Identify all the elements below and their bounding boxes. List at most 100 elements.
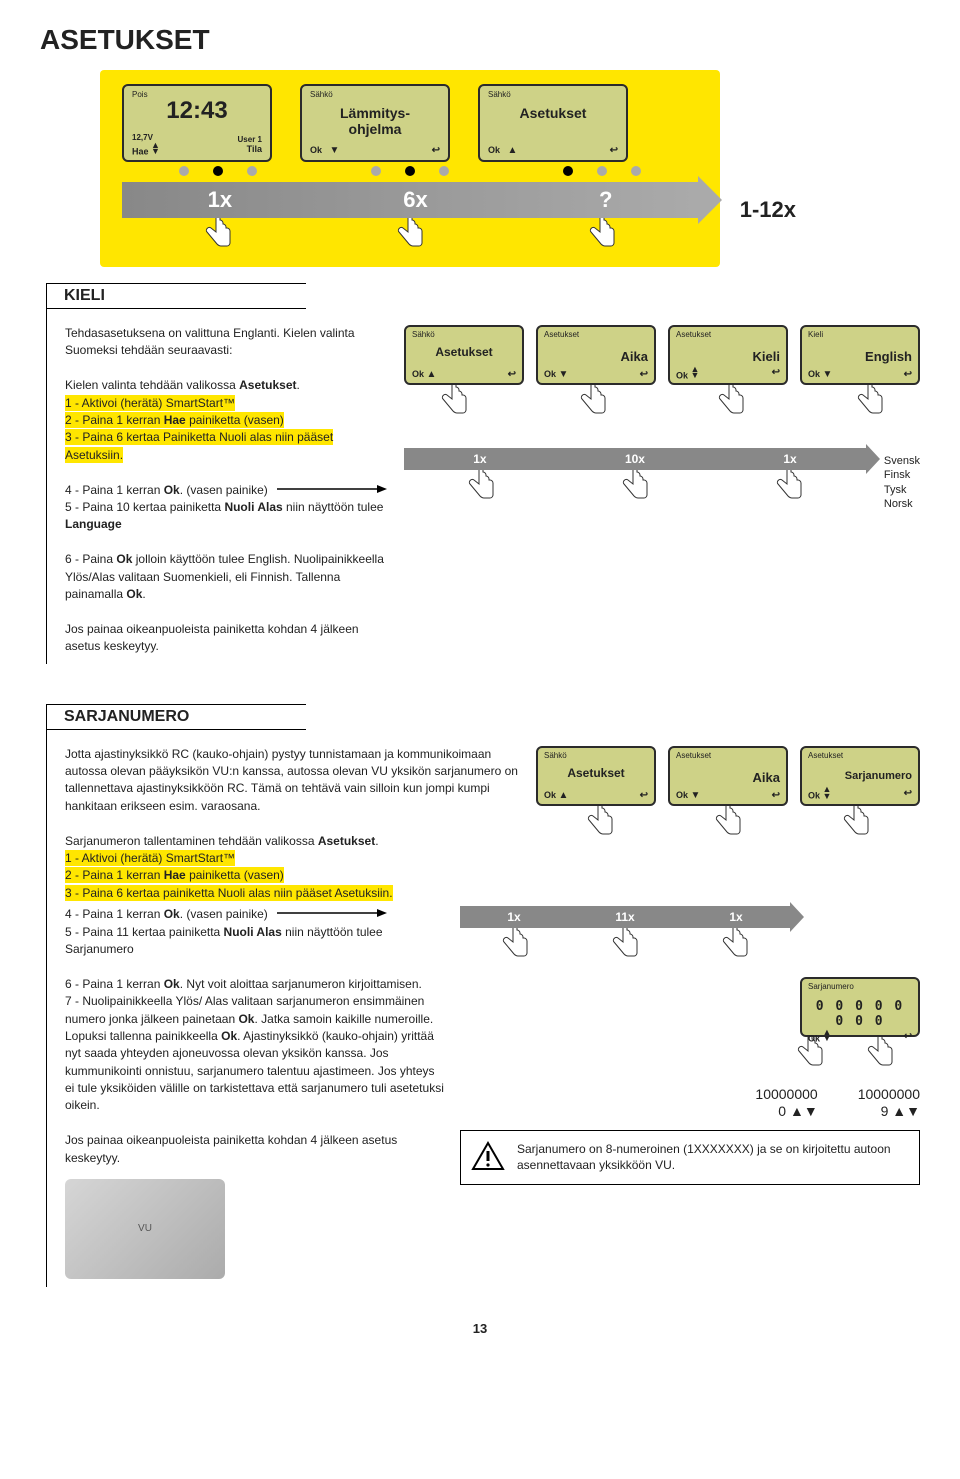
updown-icon: ▲▼ (151, 142, 160, 155)
updown-icon: ▲▼ (823, 1029, 832, 1042)
back-icon: ↩ (904, 369, 912, 380)
section-heading-sarja: SARJANUMERO (46, 704, 306, 730)
lcd-serial-input: Sarjanumero 0 0 0 0 0 0 0 0 Ok ▲▼↩ (800, 977, 920, 1037)
arrow-right-icon (277, 482, 387, 499)
step-count: ? (599, 187, 612, 213)
hand-icon (495, 924, 535, 967)
sarja-step-6: 6 - Paina 1 kerran Ok. Nyt voit aloittaa… (65, 976, 446, 993)
lcd-tila: Tila (247, 144, 262, 154)
button-dot (247, 166, 257, 176)
lcd-center-text: Asetukset (488, 105, 618, 121)
kieli-intro: Tehdasasetuksena on valittuna Englanti. … (65, 325, 390, 360)
lcd-hae: Hae (132, 146, 149, 156)
kieli-cancel-note: Jos painaa oikeanpuoleista painiketta ko… (65, 621, 390, 656)
tail-count: 1-12x (740, 197, 796, 223)
lcd-small-3: Asetukset Kieli Ok ▲▼↩ (668, 325, 788, 385)
serial-example-a: 10000000 0 ▲▼ (755, 1086, 817, 1120)
warning-icon (471, 1141, 505, 1174)
sarja-step-3: 3 - Paina 6 kertaa painiketta Nuoli alas… (65, 885, 393, 901)
sarja-step-1: 1 - Aktivoi (herätä) SmartStart™ (65, 850, 235, 866)
kieli-section: KIELI Tehdasasetuksena on valittuna Engl… (46, 283, 920, 664)
lcd-small: Asetukset Aika Ok ▼↩ (668, 746, 788, 806)
hand-icon (582, 214, 622, 257)
kieli-step-3: 3 - Paina 6 kertaa Painiketta Nuoli alas… (65, 429, 333, 462)
kieli-text-col: Tehdasasetuksena on valittuna Englanti. … (65, 325, 390, 656)
lcd-top-label: Sähkö (310, 90, 440, 99)
hand-icon (434, 381, 474, 424)
page-title: ASETUKSET (40, 24, 920, 56)
sarja-right-col-2: 1x 11x 1x Sarjanumero 0 0 0 0 0 0 0 0 Ok… (460, 906, 920, 1279)
down-icon: ▼ (823, 369, 833, 380)
sarja-step-2: 2 - Paina 1 kerran Hae painiketta (vasen… (65, 867, 284, 883)
lcd-center-text: Lämmitys- ohjelma (310, 105, 440, 137)
sarja-cancel-note: Jos painaa oikeanpuoleista painiketta ko… (65, 1132, 446, 1167)
lcd-small: Sähkö Asetukset Ok ▲↩ (536, 746, 656, 806)
kieli-menu-line: Kielen valinta tehdään valikossa Asetuks… (65, 377, 390, 394)
warning-box: Sarjanumero on 8-numeroinen (1XXXXXXX) j… (460, 1130, 920, 1186)
up-icon: ▲ (508, 145, 518, 156)
warning-text: Sarjanumero on 8-numeroinen (1XXXXXXX) j… (517, 1141, 909, 1175)
updown-icon: ▲▼ (823, 786, 832, 799)
step-count: 1x (507, 910, 520, 924)
top-yellow-panel: Pois 12:43 12,7VHae ▲▼ User 1Tila Sähkö … (100, 70, 720, 267)
down-icon: ▼ (559, 369, 569, 380)
button-dot (179, 166, 189, 176)
lcd-display-3: Sähkö Asetukset Ok ▲↩ (478, 84, 628, 162)
page-number: 13 (40, 1321, 920, 1336)
hand-icon (615, 466, 655, 509)
lcd-display-1: Pois 12:43 12,7VHae ▲▼ User 1Tila (122, 84, 272, 162)
steps-arrow-bar: 1x 11x 1x (460, 906, 790, 928)
back-icon: ↩ (508, 369, 516, 380)
hand-icon (769, 466, 809, 509)
back-icon: ↩ (640, 790, 648, 801)
button-dot (631, 166, 641, 176)
hand-icon (715, 924, 755, 967)
lcd-small-2: Asetukset Aika Ok ▼↩ (536, 325, 656, 385)
section-heading-kieli: KIELI (46, 283, 306, 309)
sarjanumero-section: SARJANUMERO Jotta ajastinyksikkö RC (kau… (46, 704, 920, 1288)
hand-icon (850, 381, 890, 424)
sarja-step-4: 4 - Paina 1 kerran Ok. (vasen painike) (65, 906, 446, 924)
hand-icon (836, 802, 876, 845)
sarja-text-col-2: 4 - Paina 1 kerran Ok. (vasen painike) 5… (65, 906, 446, 1279)
up-icon: ▲ (559, 790, 569, 801)
button-dot (213, 166, 223, 176)
language-list: Svensk Finsk Tysk Norsk (884, 454, 920, 511)
down-icon: ▼ (691, 790, 701, 801)
lcd-small: Asetukset Sarjanumero Ok ▲▼↩ (800, 746, 920, 806)
button-dot (439, 166, 449, 176)
step-count: 1x (473, 452, 486, 466)
back-icon: ↩ (772, 367, 780, 378)
step-count: 1x (783, 452, 796, 466)
hand-icon (198, 214, 238, 257)
updown-icon: ▲▼ (691, 366, 700, 379)
arrow-right-icon (277, 906, 387, 923)
kieli-display-col: Sähkö Asetukset Ok ▲↩ Asetukset Aika Ok … (404, 325, 920, 656)
serial-example-b: 10000000 9 ▲▼ (858, 1086, 920, 1120)
back-icon: ↩ (904, 1031, 912, 1042)
kieli-step-4: 4 - Paina 1 kerran Ok. (vasen painike) (65, 482, 390, 500)
kieli-step-2: 2 - Paina 1 kerran Hae painiketta (vasen… (65, 412, 284, 428)
button-dot (597, 166, 607, 176)
hand-icon (711, 381, 751, 424)
back-icon: ↩ (610, 145, 618, 156)
lcd-voltage: 12,7V (132, 133, 153, 142)
steps-arrow-bar: 1x 10x 1x (404, 448, 866, 470)
lcd-ok: Ok (310, 145, 322, 155)
kieli-step-5: 5 - Paina 10 kertaa painiketta Nuoli Ala… (65, 499, 390, 534)
hand-icon (708, 802, 748, 845)
hand-icon (390, 214, 430, 257)
button-dot (563, 166, 573, 176)
sarja-menu-line: Sarjanumeron tallentaminen tehdään valik… (65, 833, 522, 850)
back-icon: ↩ (904, 788, 912, 799)
step-count: 1x (729, 910, 742, 924)
back-icon: ↩ (432, 145, 440, 156)
back-icon: ↩ (640, 369, 648, 380)
sarja-step-7: 7 - Nuolipainikkeella Ylös/ Alas valitaa… (65, 993, 446, 1115)
serial-digits: 0 0 0 0 0 0 0 0 (808, 999, 912, 1029)
lcd-ok: Ok (488, 145, 500, 155)
sarja-display-col: Sähkö Asetukset Ok ▲↩ Asetukset Aika Ok … (536, 746, 920, 903)
up-icon: ▲ (427, 369, 437, 380)
lcd-time: 12:43 (132, 99, 262, 123)
device-photo: VU (65, 1179, 225, 1279)
